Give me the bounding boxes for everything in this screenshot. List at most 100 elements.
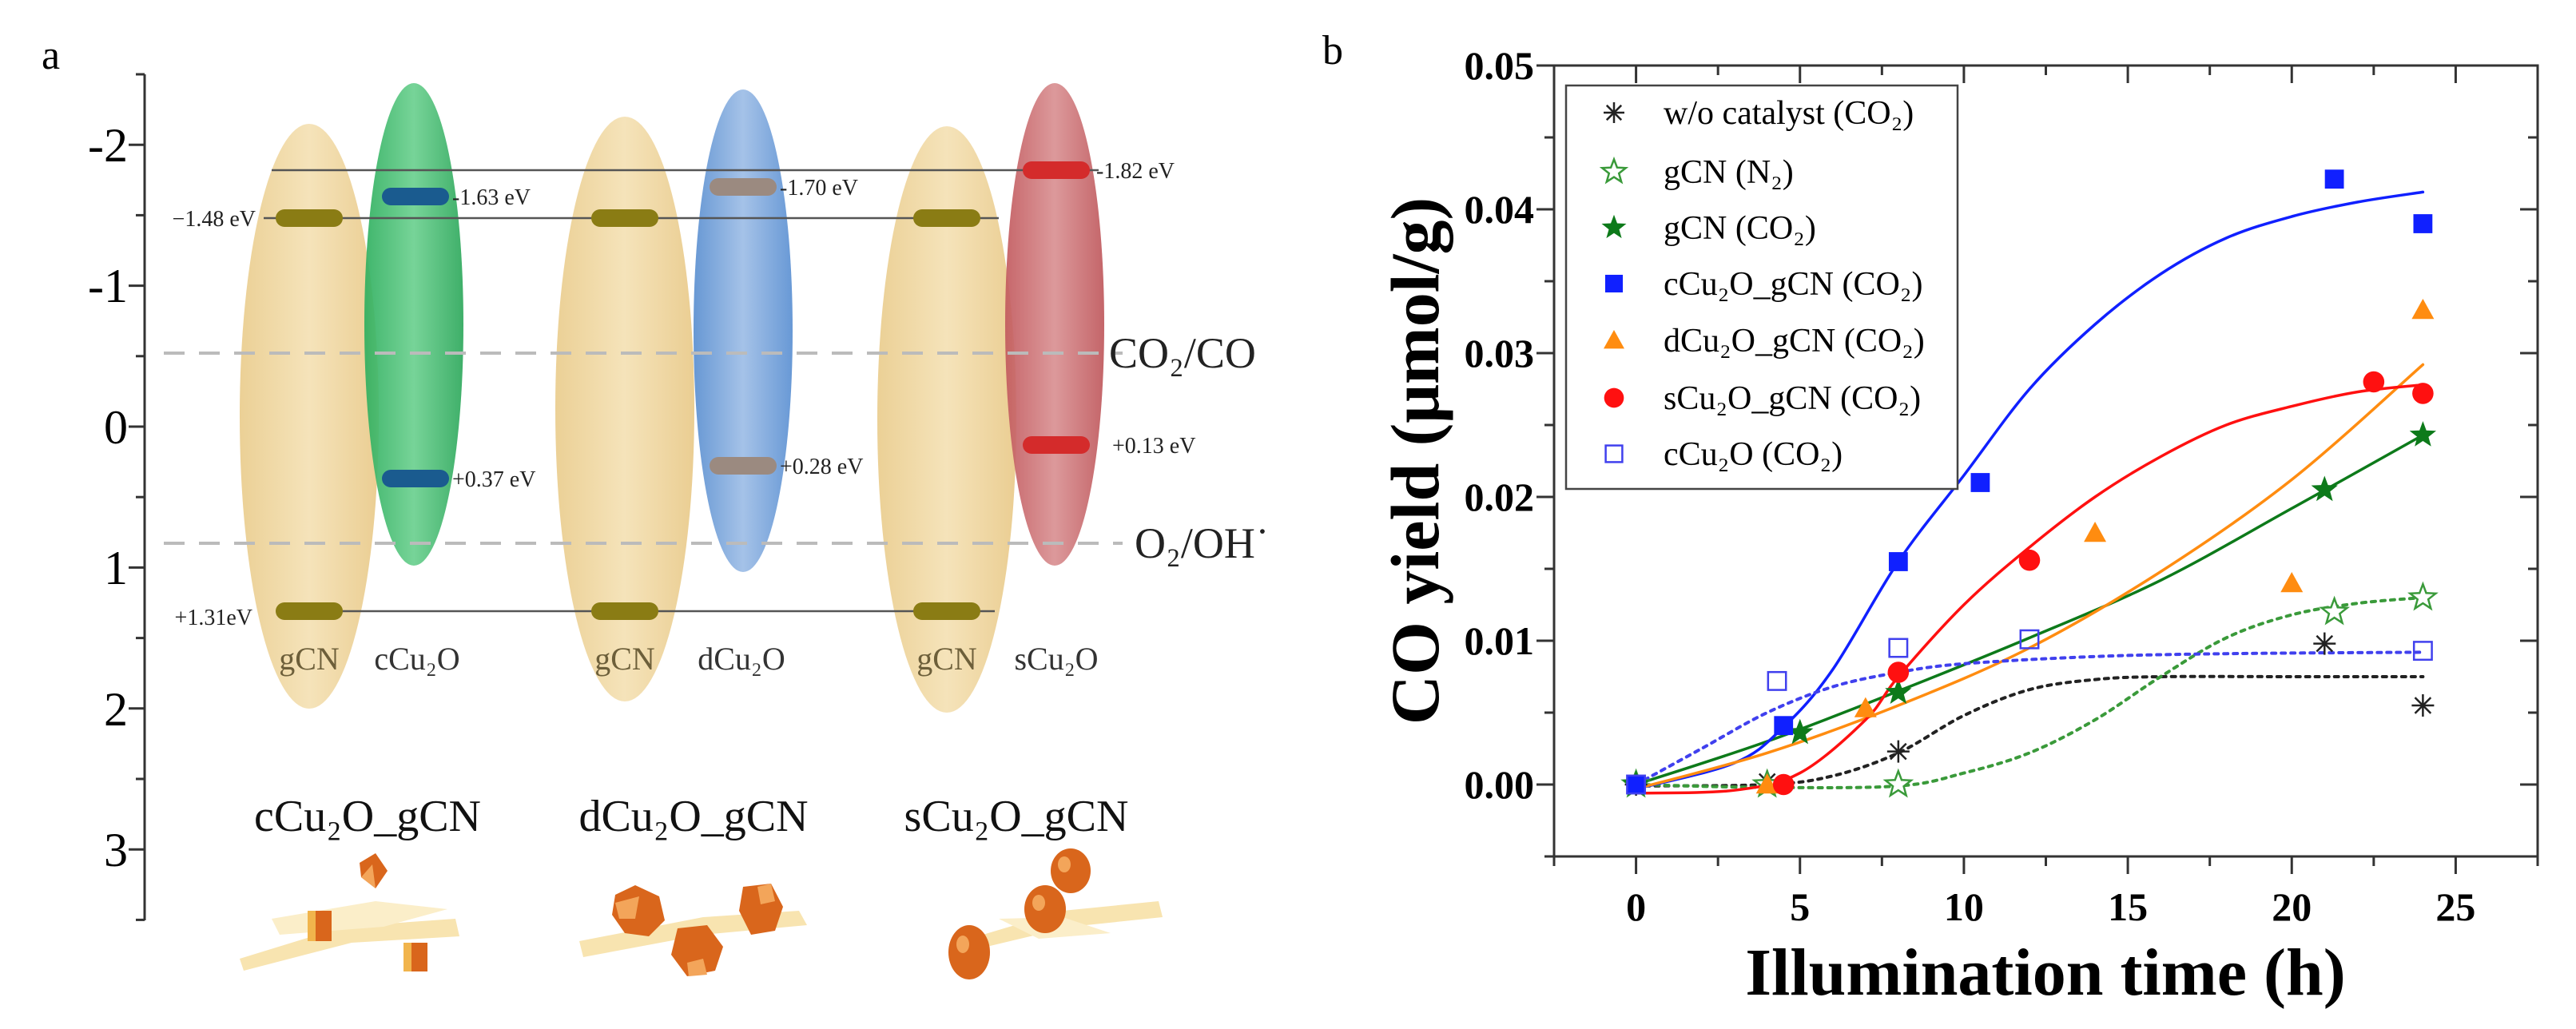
panel-b-co-yield-chart: b 0 5 10 15 20 25 0.00 0.01 0.02 0.03 0.04 0.05 CO … <box>1322 28 2539 1010</box>
series-5-point <box>2018 549 2041 571</box>
dcu2o-band-ellipse <box>694 89 793 572</box>
series-4-point <box>2280 572 2304 593</box>
energy-tick-label: 2 <box>104 683 128 736</box>
legend-entry-label: gCN (CO₂) <box>1664 210 1816 247</box>
gcn-vb-bar <box>913 602 980 620</box>
ccu2o-cb-bar <box>382 188 449 205</box>
x-tick-label: 0 <box>1626 884 1646 929</box>
material-label-ccu2o: cCu₂O <box>374 641 459 677</box>
material-label-scu2o: sCu₂O <box>1014 641 1098 677</box>
series-2-point <box>1787 718 1814 745</box>
legend-entry-label: cCu₂O (CO₂) <box>1664 436 1843 473</box>
legend-box <box>1564 84 1959 491</box>
legend-entry-label: sCu₂O_gCN (CO₂) <box>1664 380 1921 417</box>
series-4-point <box>1854 697 1877 717</box>
composite-label-scu2o-gcn: sCu₂O_gCN <box>904 792 1129 841</box>
series-3-point <box>2324 169 2344 189</box>
series-4-point <box>2084 522 2107 542</box>
scu2o-cb-energy-label: -1.82 eV <box>1096 159 1175 184</box>
dcu2o-gcn-illustration <box>579 884 807 976</box>
gcn-vb-bar <box>276 602 343 620</box>
material-label-gcn: gCN <box>279 641 340 677</box>
series-6-point <box>1767 670 1787 691</box>
gcn-cb-energy-label: −1.48 eV <box>173 207 256 232</box>
panel-b-label: b <box>1322 28 1343 74</box>
legend-marker-2 <box>1601 214 1627 239</box>
co2-co-label: CO₂/CO <box>1109 329 1256 377</box>
x-tick-label: 15 <box>2108 884 2148 929</box>
energy-axis-ticks <box>129 73 145 921</box>
series-3-point <box>1888 552 1908 571</box>
gcn-band-ellipse <box>555 117 694 701</box>
series-0-point <box>2313 632 2336 655</box>
panel-a-band-diagram: a -2 -1 0 1 2 3 CO₂/CO <box>42 33 1270 979</box>
gcn-band-ellipse <box>240 124 379 709</box>
energy-tick-label: -1 <box>88 260 128 312</box>
series-3-point <box>1774 716 1794 736</box>
scu2o-vb-energy-label: +0.13 eV <box>1112 434 1195 459</box>
x-tick-label: 5 <box>1790 884 1810 929</box>
energy-tick-label: 1 <box>104 542 128 594</box>
series-2-point <box>1885 678 1912 704</box>
dcu2o-vb-energy-label: +0.28 eV <box>780 455 863 479</box>
series-0-point <box>1886 740 1910 763</box>
gcn-band-ellipse <box>877 126 1016 713</box>
axis-ticks <box>1536 64 2539 874</box>
composite-label-dcu2o-gcn: dCu₂O_gCN <box>578 792 808 841</box>
series-3-point <box>1626 775 1646 794</box>
gcn-cb-bar <box>276 209 343 227</box>
composite-label-ccu2o-gcn: cCu₂O_gCN <box>254 792 481 841</box>
series-2-point <box>2409 421 2436 447</box>
material-label-gcn: gCN <box>916 641 977 677</box>
series-6-point <box>1888 638 1909 658</box>
gcn-vb-bar <box>591 602 658 620</box>
y-axis-title: CO yield (μmol/g) <box>1377 197 1453 725</box>
ccu2o-vb-energy-label: +0.37 eV <box>452 467 535 492</box>
energy-tick-label: 3 <box>104 824 128 876</box>
series-5-point <box>1772 773 1795 796</box>
series-4-point <box>1755 773 1779 794</box>
data-points <box>1620 169 2439 798</box>
x-tick-label: 20 <box>2272 884 2312 929</box>
series-1-point <box>2319 595 2351 626</box>
dcu2o-cb-bar <box>710 178 777 196</box>
legend-entry-label: gCN (N₂) <box>1664 154 1794 191</box>
series-4-point <box>2411 299 2435 320</box>
legend-marker-6 <box>1604 444 1624 463</box>
series-1-point <box>1882 768 1914 798</box>
series-3-point <box>1970 473 1990 492</box>
y-tick-label: 0.01 <box>1465 618 1535 663</box>
scu2o-cb-bar <box>1023 161 1090 179</box>
series-5-point <box>2412 383 2434 404</box>
series-6-point <box>1626 774 1647 795</box>
scu2o-band-ellipse <box>1005 83 1104 566</box>
gcn-vb-energy-label: +1.31eV <box>175 606 252 630</box>
legend-entry-label: w/o catalyst (CO₂) <box>1664 95 1914 132</box>
panel-a-label: a <box>42 33 60 78</box>
legend-marker-0 <box>1604 102 1624 123</box>
dcu2o-vb-bar <box>710 457 777 475</box>
series-5-point <box>1887 662 1910 683</box>
ccu2o-vb-bar <box>382 470 449 487</box>
ccu2o-gcn-illustration <box>240 853 459 971</box>
scu2o-vb-bar <box>1023 436 1090 454</box>
series-0-fit-curve <box>1634 674 2425 788</box>
o2-oh-label: O₂/OH˙ <box>1135 519 1270 567</box>
material-label-dcu2o: dCu₂O <box>698 641 785 677</box>
dcu2o-cb-energy-label: -1.70 eV <box>780 176 858 201</box>
series-6-fit-curve <box>1634 650 2425 786</box>
x-tick-label: 25 <box>2435 884 2475 929</box>
ccu2o-cb-energy-label: -1.63 eV <box>452 185 531 210</box>
series-3-point <box>2413 214 2433 233</box>
series-0-point <box>2411 694 2435 717</box>
legend-marker-5 <box>1604 387 1624 408</box>
series-1-fit-curve <box>1634 596 2425 789</box>
series-5-point <box>2363 371 2385 393</box>
energy-tick-label: 0 <box>104 401 128 454</box>
material-label-gcn: gCN <box>594 641 655 677</box>
band-edge-bars <box>276 161 1090 620</box>
y-tick-label: 0.03 <box>1465 331 1535 375</box>
y-tick-label: 0.02 <box>1465 475 1535 519</box>
series-6-point <box>2412 641 2433 662</box>
ccu2o-band-ellipse <box>364 83 463 566</box>
